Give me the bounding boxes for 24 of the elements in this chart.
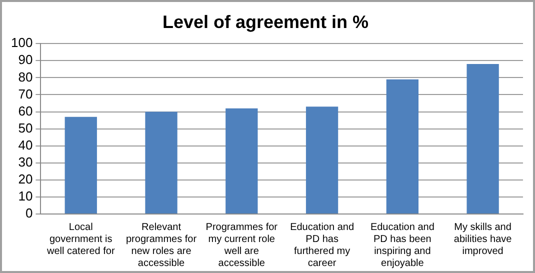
bar bbox=[386, 79, 418, 214]
y-tick-label: 50 bbox=[18, 120, 33, 136]
x-tick-label: Programmes for my current role well are accessible bbox=[206, 222, 278, 269]
y-tick-label: 20 bbox=[18, 172, 33, 186]
bar bbox=[466, 64, 499, 214]
y-tick-label: 10 bbox=[18, 188, 33, 204]
y-tick-label: 80 bbox=[18, 69, 33, 84]
y-tick-label: 70 bbox=[18, 86, 33, 102]
y-tick-label: 60 bbox=[18, 103, 33, 118]
y-tick-label: 40 bbox=[18, 137, 33, 152]
x-tick-label: Education and PD has furthered my career bbox=[290, 222, 354, 269]
chart-title: Level of agreement in % bbox=[162, 12, 369, 32]
x-tick-label: Local government is well catered for bbox=[46, 222, 116, 257]
y-tick-label: 90 bbox=[18, 52, 33, 68]
x-tick-label: Education and PD has been inspiring and enjoyable bbox=[370, 222, 434, 269]
x-tick-label: My skills and abilities have improved bbox=[454, 222, 512, 257]
bar bbox=[145, 112, 178, 214]
y-tick-label: 0 bbox=[25, 206, 33, 221]
y-tick-label: 100 bbox=[10, 35, 33, 50]
bar bbox=[226, 108, 258, 214]
y-tick-label: 30 bbox=[18, 154, 33, 170]
x-tick-label: Relevant programmes for new roles are accessible bbox=[126, 222, 198, 269]
bar bbox=[64, 116, 97, 214]
bar bbox=[306, 106, 338, 214]
